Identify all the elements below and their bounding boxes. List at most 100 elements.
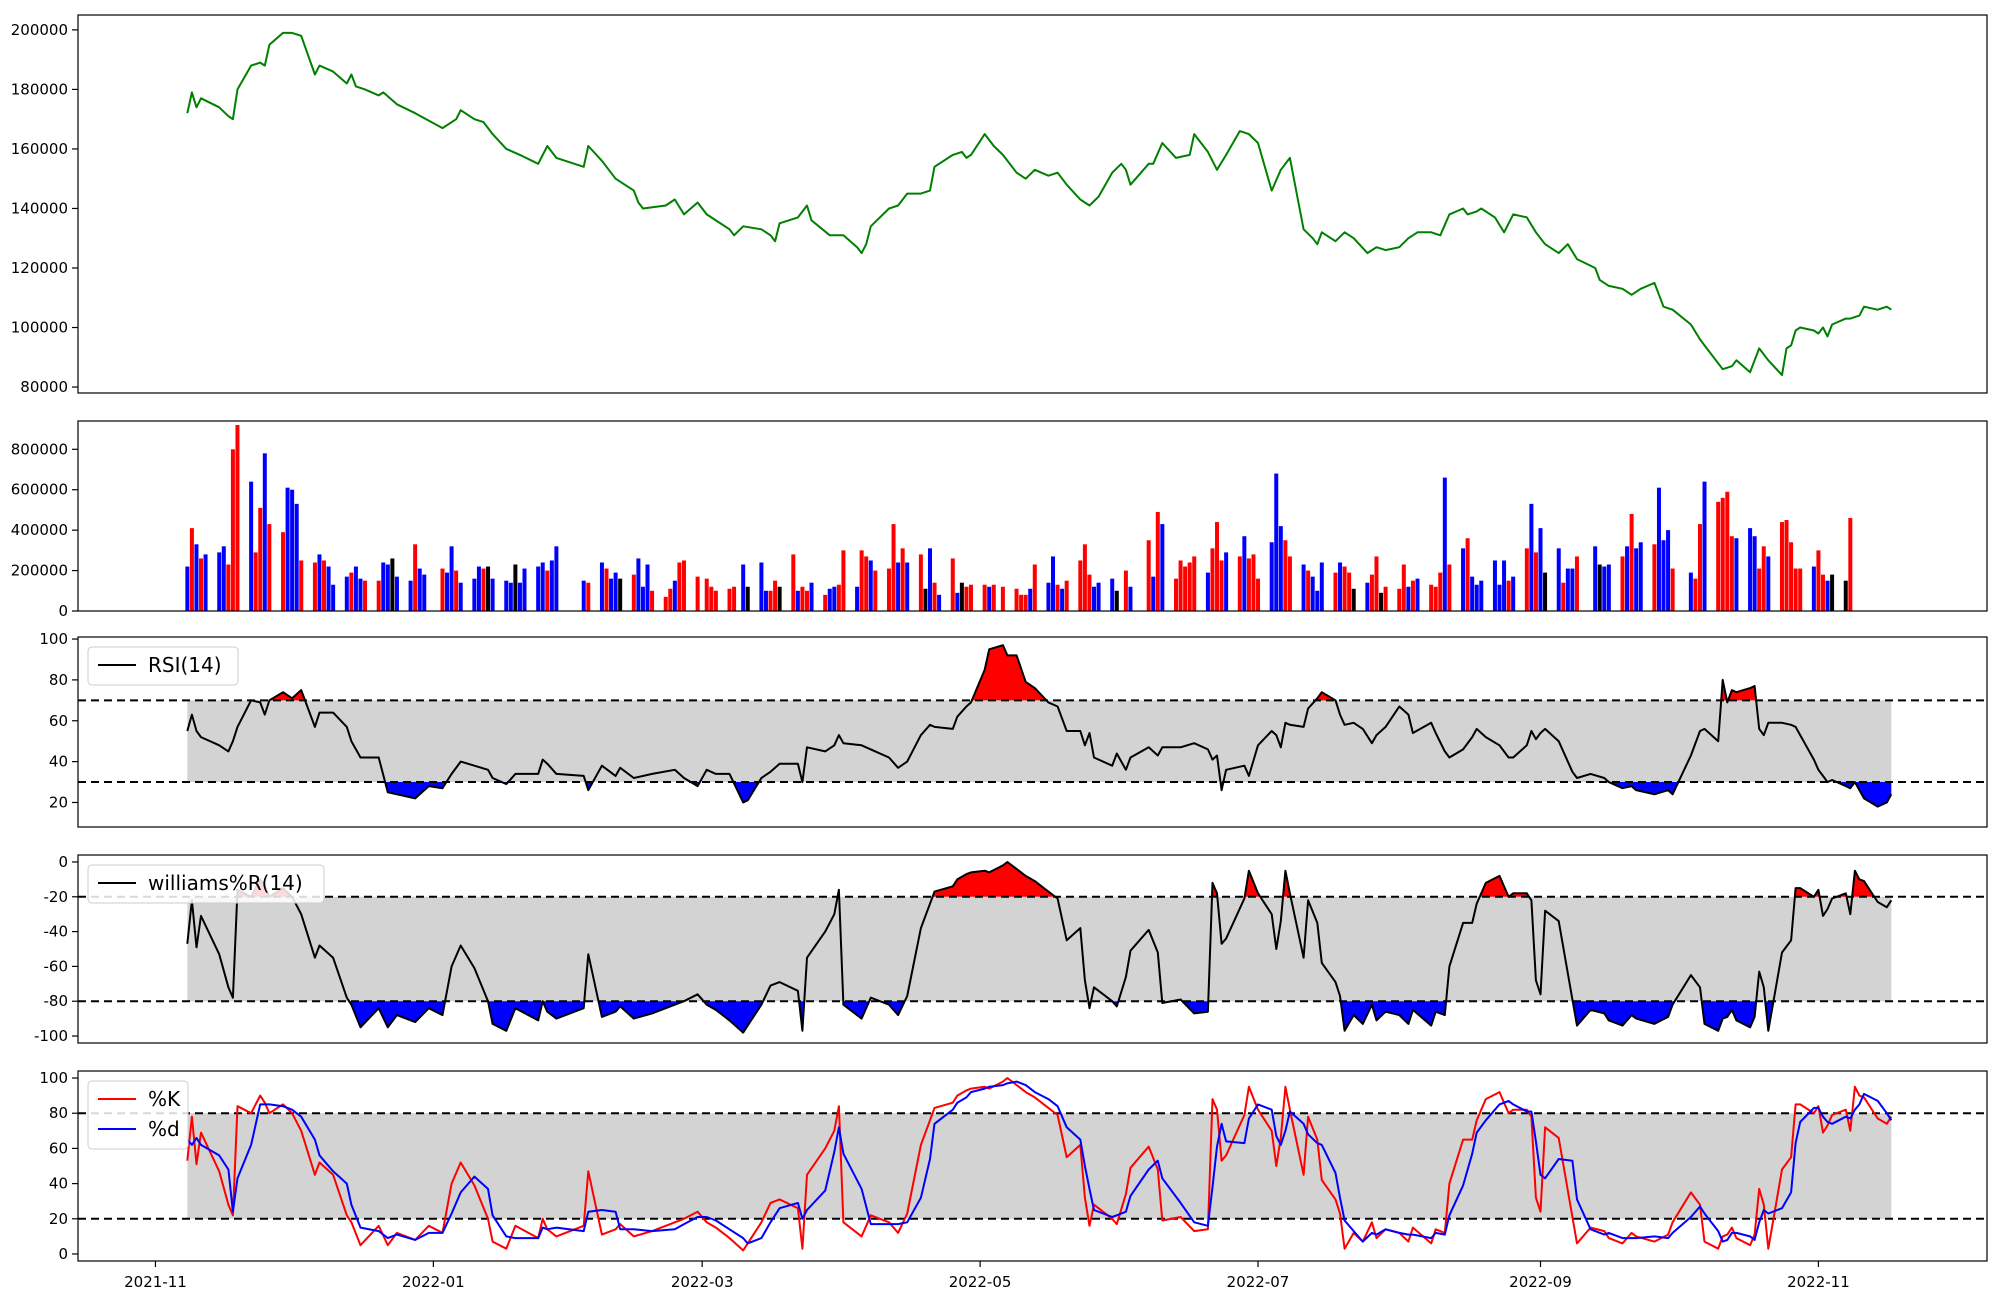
volume-bar	[1269, 542, 1274, 611]
volume-bar	[1757, 568, 1762, 611]
volume-bar	[504, 580, 509, 611]
y-tick-label: 20	[49, 793, 68, 811]
volume-bar	[545, 570, 550, 611]
volume-bar	[640, 586, 645, 611]
volume-bar	[476, 566, 481, 611]
volume-bar	[1410, 580, 1415, 611]
volume-bar	[1315, 590, 1320, 611]
y-tick-label: 0	[58, 853, 68, 871]
volume-bar	[768, 590, 773, 611]
panel-price: 80000 100000 120000 140000 160000 180000 20000…	[11, 14, 1988, 396]
volume-bar	[800, 586, 805, 611]
volume-bar	[791, 554, 796, 611]
volume-bar	[1697, 524, 1702, 611]
volume-bar	[1725, 491, 1730, 611]
volume-bar	[631, 574, 636, 611]
panel-rsi: 20 40 60 80 100 RSI(14)	[39, 630, 1988, 828]
legend-label: RSI(14)	[148, 653, 222, 677]
volume-bar	[508, 582, 513, 611]
volume-bar	[312, 562, 317, 611]
volume-bar	[668, 588, 673, 611]
y-tick-label: 100	[39, 630, 68, 648]
volume-bar	[1429, 584, 1434, 611]
volume-bar	[1155, 511, 1160, 611]
volume-bar	[1602, 566, 1607, 611]
volume-bar	[1784, 520, 1789, 611]
volume-bar	[795, 590, 800, 611]
volume-bar	[959, 582, 964, 611]
volume-bar	[950, 558, 955, 611]
volume-bar	[1310, 576, 1315, 611]
series-line-rsi-0	[186, 644, 1893, 808]
volume-bar	[1798, 568, 1803, 611]
volume-bar	[841, 550, 846, 611]
volume-bar	[1597, 564, 1602, 611]
volume-bar	[458, 582, 463, 611]
volume-bar	[1529, 503, 1534, 611]
volume-bar	[741, 564, 746, 611]
volume-bar	[1752, 536, 1757, 611]
volume-bar	[513, 564, 518, 611]
volume-bar	[1064, 580, 1069, 611]
volume-bar	[1078, 560, 1083, 611]
volume-bar	[1174, 578, 1179, 611]
volume-bar	[937, 594, 942, 611]
volume-bar	[203, 554, 208, 611]
volume-bar	[1192, 556, 1197, 611]
volume-bar	[1474, 584, 1479, 611]
volume-bar	[1347, 572, 1352, 611]
volume-bar	[1734, 538, 1739, 611]
volume-bar	[226, 564, 231, 611]
volume-bar	[1593, 546, 1598, 611]
volume-bar	[1830, 574, 1835, 611]
series-line-price-0	[186, 31, 1892, 377]
volume-bar	[363, 580, 368, 611]
volume-bar	[1816, 550, 1821, 611]
x-tick-label: 2022-01	[402, 1273, 465, 1291]
volume-bar	[1274, 473, 1279, 611]
volume-bar	[905, 562, 910, 611]
y-tick-label: 600000	[11, 481, 68, 499]
volume-bar	[1301, 564, 1306, 611]
volume-bar	[1333, 572, 1338, 611]
volume-bar	[1625, 546, 1630, 611]
volume-bar	[481, 568, 486, 611]
volume-bar	[1502, 560, 1507, 611]
volume-bar	[486, 566, 491, 611]
y-tick-label: -80	[44, 992, 69, 1010]
y-tick-label: 140000	[11, 199, 68, 217]
volume-bar	[221, 546, 226, 611]
legend-label: %K	[148, 1087, 181, 1111]
volume-bar	[1565, 568, 1570, 611]
y-tick-label: 400000	[11, 521, 68, 539]
y-tick-label: 180000	[11, 80, 68, 98]
volume-bar	[1465, 538, 1470, 611]
volume-bar	[1702, 481, 1707, 611]
volume-bar	[1183, 566, 1188, 611]
volume-bar	[1761, 546, 1766, 611]
volume-bar	[859, 550, 864, 611]
y-tick-label: 20	[49, 1210, 68, 1228]
volume-bar	[1224, 552, 1229, 611]
volume-bar	[454, 570, 459, 611]
volume-bar	[1401, 564, 1406, 611]
volume-bar	[1246, 558, 1251, 611]
volume-bar	[189, 528, 194, 611]
volume-bar	[1242, 536, 1247, 611]
volume-bar	[1219, 560, 1224, 611]
volume-bar	[1092, 586, 1097, 611]
volume-bar	[490, 578, 495, 611]
volume-bar	[704, 578, 709, 611]
volume-bar	[636, 558, 641, 611]
volume-bar	[317, 554, 322, 611]
volume-bar	[777, 586, 782, 611]
volume-bar	[1128, 586, 1133, 611]
volume-bar	[932, 582, 937, 611]
series-line-stochastic-1	[186, 1080, 1893, 1245]
volume-bar	[1638, 542, 1643, 611]
panel-stochastic: 0 20 40 60 80 100 %K %d	[39, 1069, 1988, 1263]
y-tick-label: 40	[49, 1175, 68, 1193]
volume-bar	[1406, 586, 1411, 611]
volume-bar	[1251, 554, 1256, 611]
